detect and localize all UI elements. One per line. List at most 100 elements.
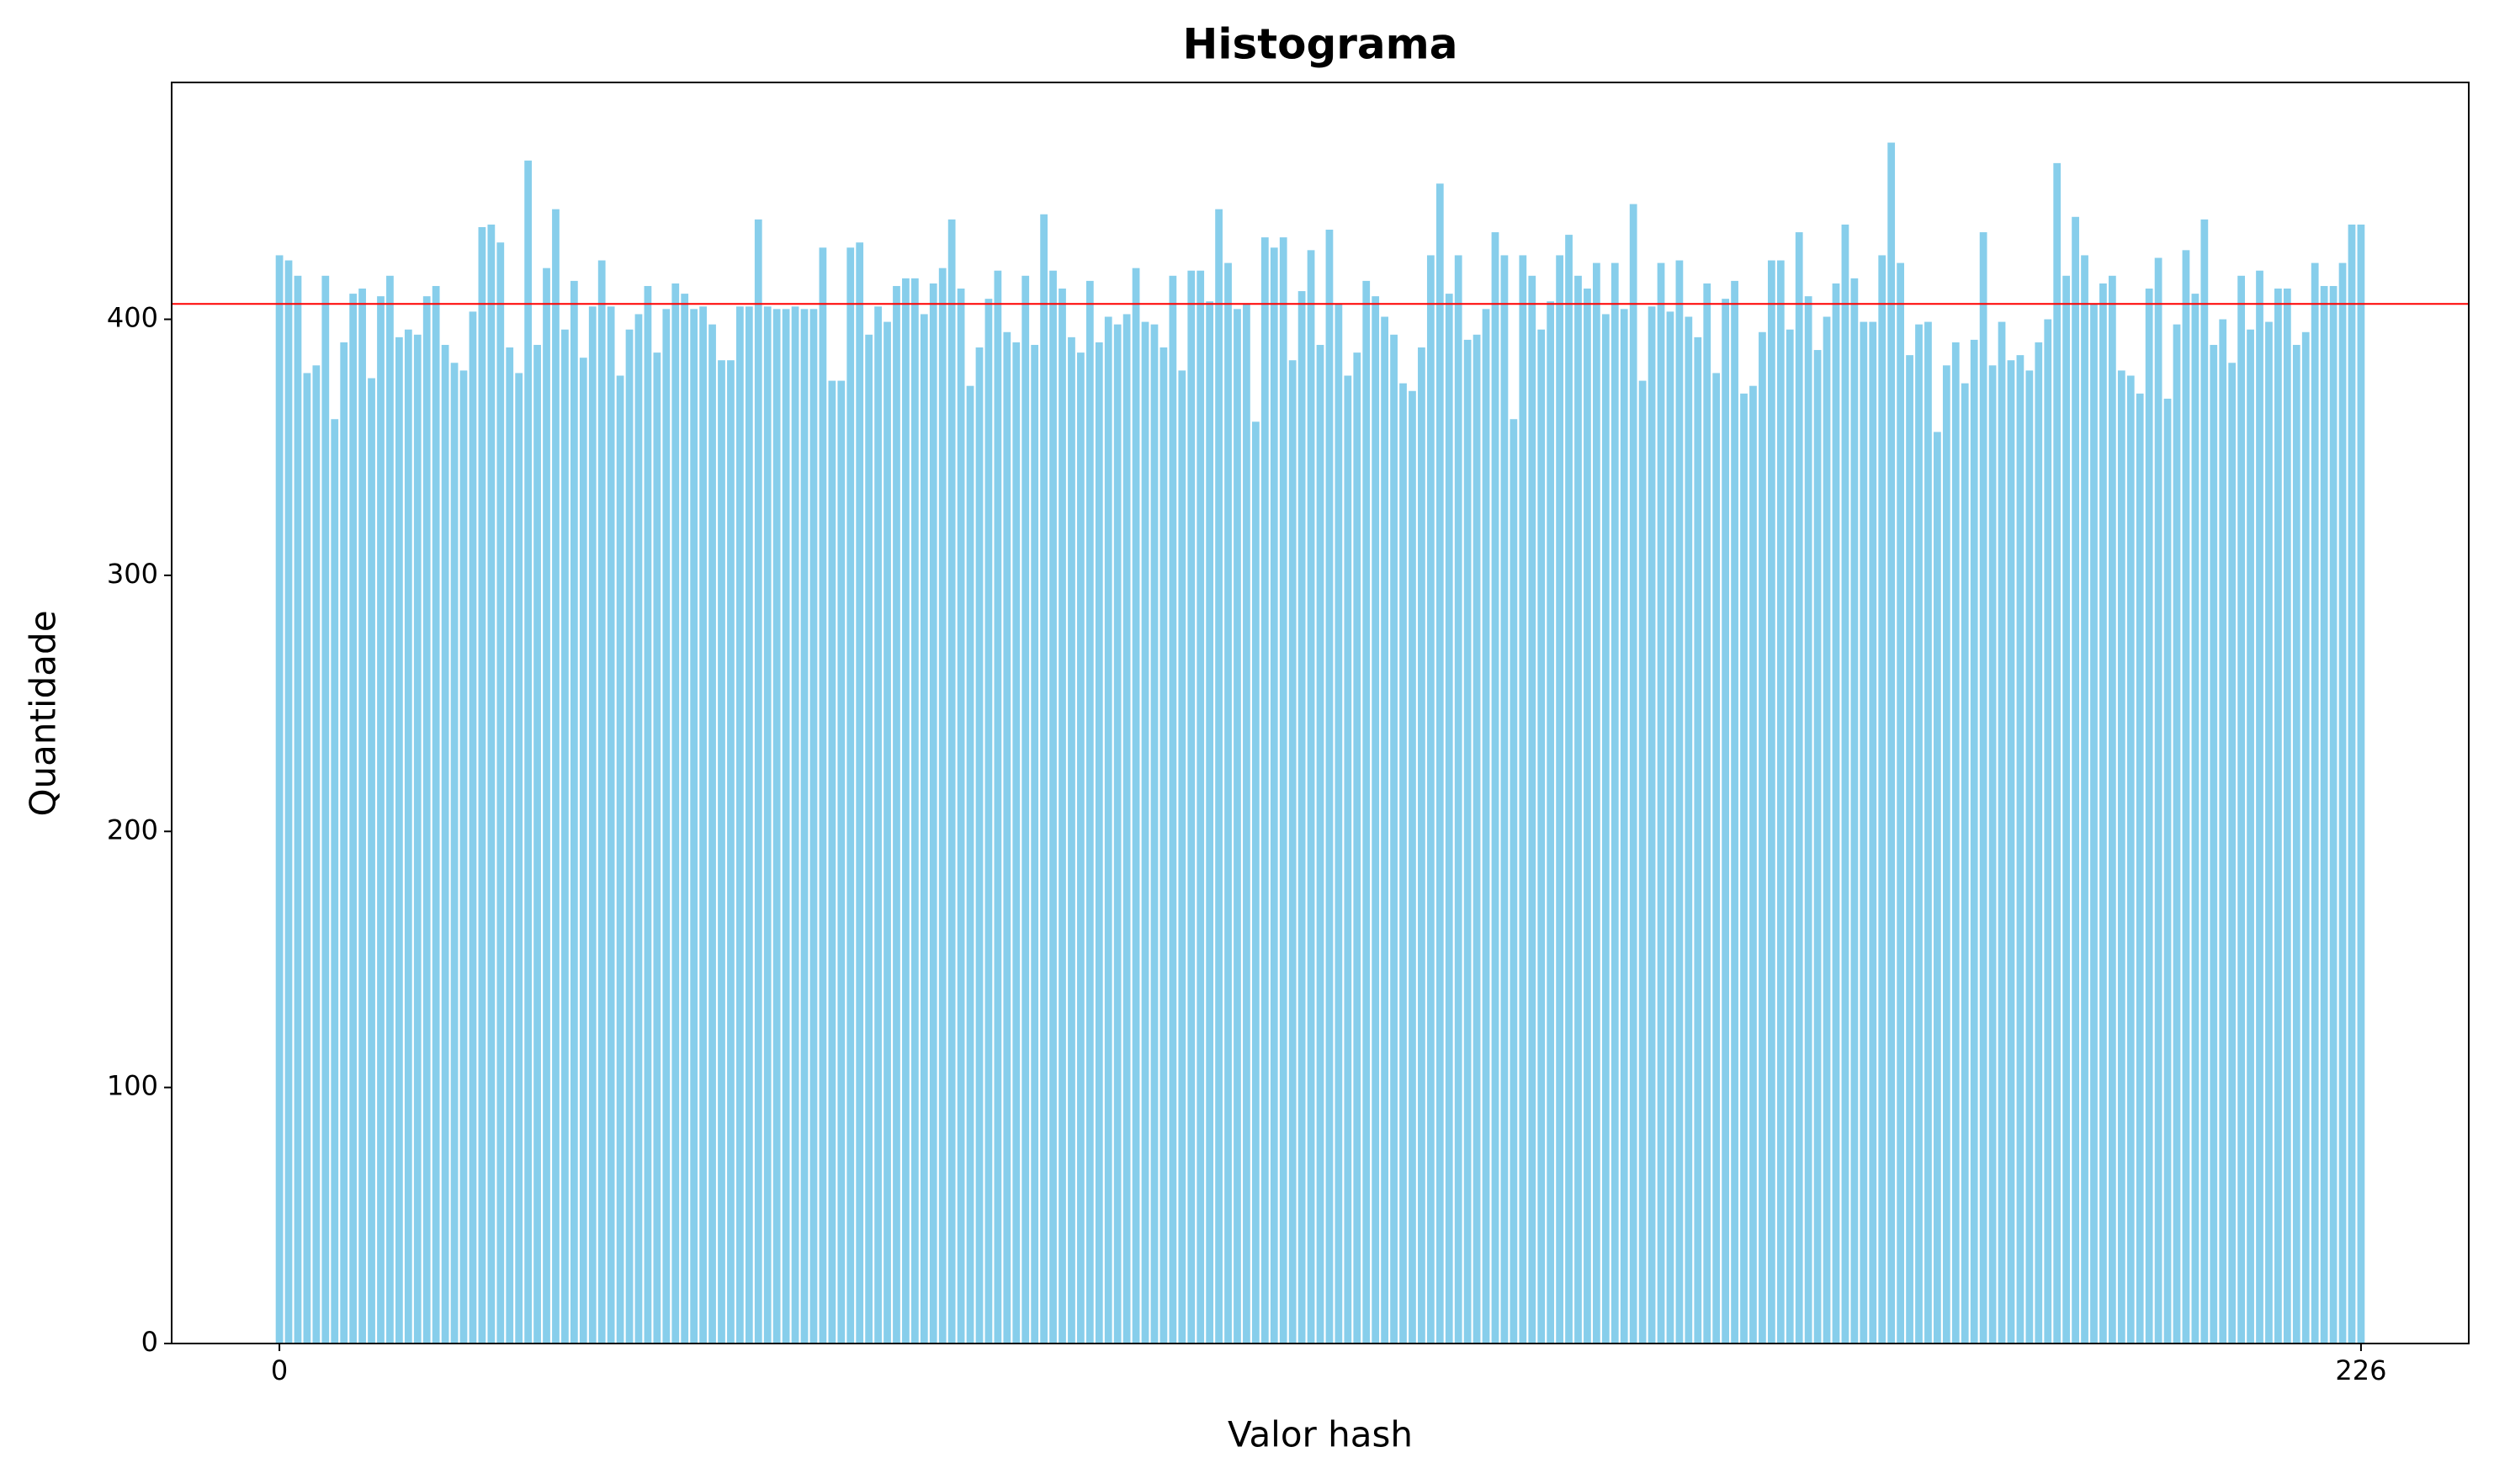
bar	[2301, 331, 2310, 1344]
bar	[1620, 309, 1628, 1344]
bar	[1638, 380, 1647, 1344]
bar	[625, 329, 634, 1344]
bar	[2081, 255, 2088, 1344]
bar	[1307, 250, 1315, 1344]
bar	[422, 296, 431, 1344]
bar	[929, 283, 937, 1344]
bar	[1344, 375, 1352, 1344]
bar	[597, 260, 606, 1344]
bar	[469, 311, 477, 1344]
bar	[1712, 373, 1721, 1344]
bar	[1528, 275, 1536, 1344]
bar	[763, 306, 772, 1344]
bar	[2053, 162, 2062, 1344]
bar	[772, 309, 781, 1344]
bar	[340, 342, 348, 1344]
bar	[1767, 260, 1775, 1344]
bar	[1795, 232, 1803, 1344]
bar	[1418, 347, 1425, 1344]
bar	[966, 385, 974, 1344]
bar	[1915, 324, 1923, 1344]
bar	[1500, 255, 1509, 1344]
bar	[1841, 224, 1849, 1344]
bar	[884, 321, 891, 1344]
bar	[681, 294, 689, 1344]
bar	[1675, 260, 1684, 1344]
bar	[533, 344, 541, 1344]
bar	[1169, 275, 1177, 1344]
bar	[1998, 321, 2006, 1344]
bar	[459, 370, 468, 1344]
bar	[1288, 360, 1297, 1344]
bar	[1381, 316, 1389, 1344]
bar	[819, 247, 827, 1344]
bar	[368, 378, 375, 1344]
bar	[1362, 280, 1371, 1344]
bar	[1316, 344, 1324, 1344]
bar	[1399, 383, 1407, 1344]
bar	[2163, 398, 2172, 1344]
bar	[1519, 255, 1527, 1344]
bar	[1251, 421, 1260, 1344]
bar	[496, 242, 505, 1344]
bar	[2072, 216, 2079, 1344]
bar	[432, 285, 440, 1344]
bar	[1031, 344, 1039, 1344]
bar	[800, 309, 809, 1344]
bar	[303, 373, 311, 1344]
bar	[331, 419, 339, 1344]
bar	[2191, 294, 2199, 1344]
bar	[975, 347, 984, 1344]
bar	[1068, 337, 1075, 1344]
bar	[1491, 232, 1499, 1344]
bar	[349, 294, 358, 1344]
bar	[1040, 214, 1048, 1344]
bar	[2016, 355, 2024, 1344]
bar	[478, 226, 486, 1344]
bar	[2035, 342, 2043, 1344]
bar	[2292, 344, 2300, 1344]
bar	[2109, 275, 2116, 1344]
bar	[2210, 344, 2218, 1344]
bar	[2182, 250, 2190, 1344]
bar	[1547, 301, 1555, 1344]
bar	[1372, 296, 1380, 1344]
bar	[487, 224, 496, 1344]
bar	[1095, 342, 1103, 1344]
bar	[874, 306, 882, 1344]
y-tick-label: 400	[107, 302, 158, 334]
bar	[1565, 235, 1573, 1344]
bar	[2219, 319, 2227, 1344]
bar	[386, 275, 394, 1344]
bar	[2247, 329, 2254, 1344]
bar	[616, 375, 624, 1344]
bar	[893, 285, 900, 1344]
bar	[1104, 316, 1112, 1344]
bar	[754, 219, 762, 1344]
bar	[1869, 321, 1877, 1344]
bar	[1685, 316, 1693, 1344]
bar	[910, 278, 919, 1344]
x-tick-label: 226	[2335, 1354, 2386, 1386]
bar	[994, 270, 1002, 1344]
bar	[902, 278, 910, 1344]
y-tick-label: 100	[107, 1070, 158, 1102]
bar	[413, 334, 422, 1344]
bar	[2007, 360, 2015, 1344]
bar	[1786, 329, 1794, 1344]
bar	[1731, 280, 1738, 1344]
bar	[2237, 275, 2246, 1344]
bar	[1878, 255, 1886, 1344]
bar	[552, 209, 560, 1344]
bar	[653, 352, 661, 1344]
bar	[1215, 209, 1223, 1344]
bar	[1813, 350, 1822, 1344]
bar	[1187, 270, 1196, 1344]
bar	[1122, 314, 1131, 1344]
bar	[1593, 262, 1600, 1344]
bar	[284, 260, 293, 1344]
bar	[791, 306, 799, 1344]
bar	[745, 306, 753, 1344]
bar	[515, 373, 523, 1344]
